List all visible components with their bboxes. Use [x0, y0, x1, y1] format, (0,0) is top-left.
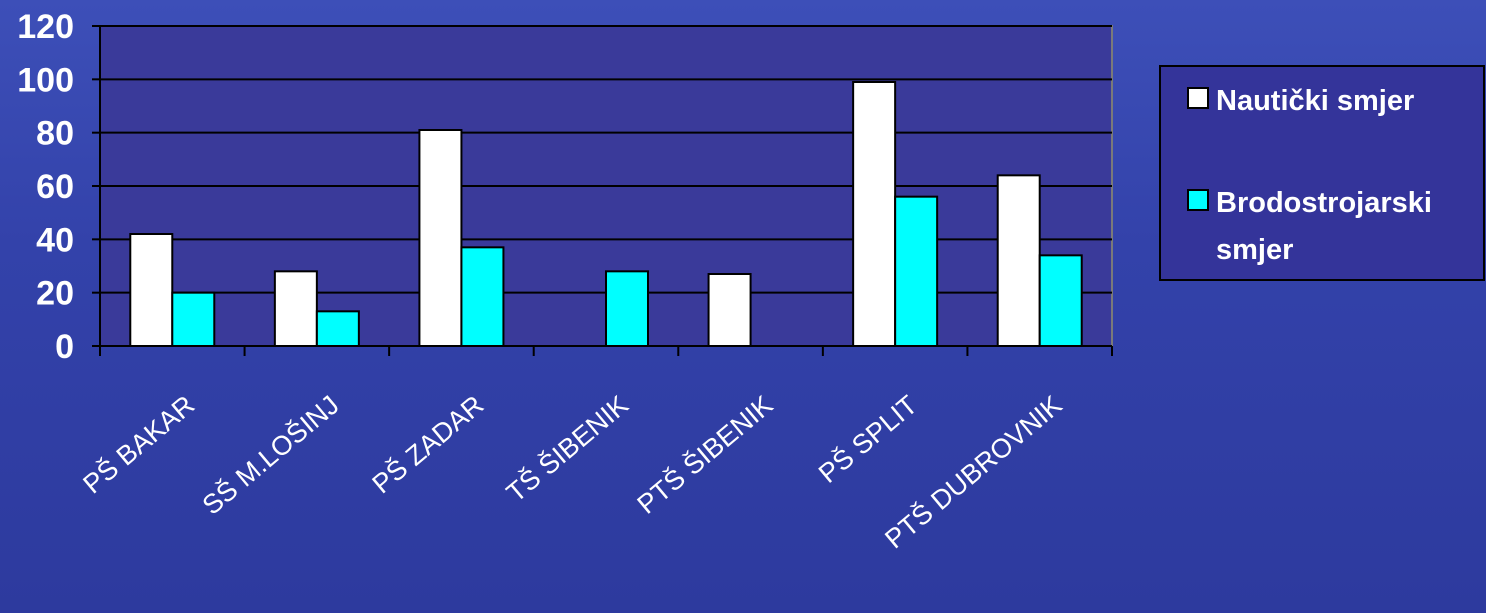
y-tick-labels: 0 20 40 60 80 100 120: [17, 8, 74, 366]
legend-label-nauticki: Nautički smjer: [1216, 85, 1414, 117]
y-tick-label: 100: [17, 61, 74, 99]
bar-brodostrojarski: [171, 291, 216, 347]
x-tick-label: SŠ M.LOŠINJ: [196, 389, 345, 521]
legend-box: [1159, 65, 1485, 281]
x-tick-label: PTŠ ŠIBENIK: [631, 389, 779, 520]
bar-brodostrojarski: [315, 310, 360, 348]
bar-brodostrojarski: [460, 246, 505, 347]
x-tick-label: TŠ ŠIBENIK: [500, 389, 634, 508]
bar-nauticki: [129, 233, 174, 347]
bars: [129, 81, 1083, 348]
axes: [92, 25, 1113, 356]
bar-nauticki: [273, 270, 318, 348]
bar-nauticki: [996, 174, 1041, 347]
y-tick-label: 20: [36, 275, 74, 313]
x-tick-label: PŠ ZADAR: [366, 389, 489, 500]
bar-nauticki: [852, 81, 897, 347]
legend-label-brodostrojarski-line1: Brodostrojarski: [1216, 187, 1432, 219]
bar-brodostrojarski: [1038, 254, 1083, 347]
y-tick-label: 60: [36, 168, 74, 206]
y-tick-label: 0: [55, 328, 74, 366]
legend-swatch-brodostrojarski: [1187, 189, 1209, 211]
legend-swatch-nauticki: [1187, 87, 1209, 109]
y-tick-label: 120: [17, 8, 74, 46]
y-tick-label: 40: [36, 221, 74, 259]
x-tick-label: PŠ BAKAR: [77, 389, 200, 500]
bar-nauticki: [418, 129, 463, 347]
bar-nauticki: [707, 273, 752, 347]
legend-label-brodostrojarski-line2: smjer: [1216, 234, 1293, 266]
bar-brodostrojarski: [894, 195, 939, 347]
gridlines: [100, 25, 1112, 294]
x-tick-label: PŠ SPLIT: [812, 389, 923, 489]
y-tick-label: 80: [36, 115, 74, 153]
legend: Nautički smjer Brodostrojarski smjer: [1159, 65, 1485, 281]
bar-brodostrojarski: [605, 270, 649, 348]
